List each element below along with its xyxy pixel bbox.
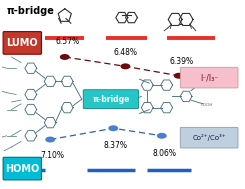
- Text: Co²⁺/Co³⁺: Co²⁺/Co³⁺: [192, 134, 226, 141]
- FancyBboxPatch shape: [83, 90, 138, 109]
- Text: 6.39%: 6.39%: [169, 57, 193, 66]
- FancyBboxPatch shape: [3, 157, 41, 180]
- Ellipse shape: [108, 125, 118, 131]
- FancyBboxPatch shape: [180, 67, 238, 88]
- Text: 6.57%: 6.57%: [55, 37, 79, 46]
- Ellipse shape: [60, 54, 70, 60]
- Text: COOH: COOH: [201, 103, 213, 107]
- Text: NC: NC: [198, 77, 205, 82]
- Ellipse shape: [174, 73, 184, 79]
- FancyBboxPatch shape: [3, 32, 41, 54]
- FancyBboxPatch shape: [180, 127, 238, 148]
- Text: I⁻/I₃⁻: I⁻/I₃⁻: [200, 73, 218, 82]
- Text: 8.06%: 8.06%: [152, 149, 176, 158]
- Text: LUMO: LUMO: [6, 38, 38, 48]
- Text: 8.37%: 8.37%: [104, 141, 128, 150]
- Ellipse shape: [121, 63, 130, 69]
- Text: π-bridge: π-bridge: [7, 6, 54, 16]
- Ellipse shape: [157, 133, 167, 139]
- Ellipse shape: [45, 136, 55, 143]
- Text: HOMO: HOMO: [5, 164, 39, 174]
- Text: 7.10%: 7.10%: [40, 151, 64, 160]
- Text: π-bridge: π-bridge: [92, 95, 130, 104]
- Text: 6.48%: 6.48%: [113, 48, 137, 57]
